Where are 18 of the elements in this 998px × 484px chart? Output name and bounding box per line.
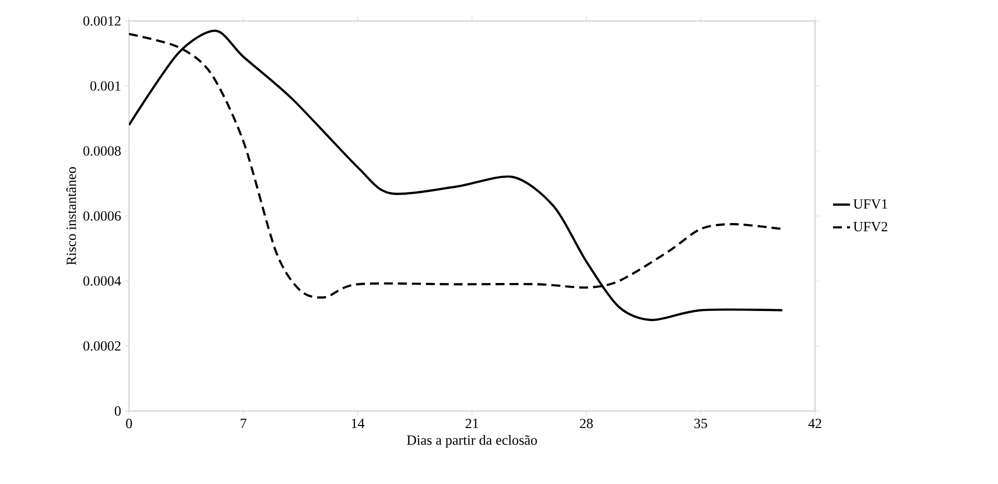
y-tick-label: 0.0006 <box>83 211 121 221</box>
y-tick-label: 0 <box>114 406 121 416</box>
x-tick-label: 7 <box>240 418 246 428</box>
y-tick-label: 0.0004 <box>83 276 122 286</box>
x-tick-label: 21 <box>466 418 478 428</box>
x-tick-label: 28 <box>580 418 593 428</box>
legend-label: UFV1 <box>853 199 888 209</box>
x-axis-title: Dias a partir da eclosão <box>406 435 537 448</box>
x-tick-label: 35 <box>694 418 708 428</box>
y-tick-label: 0.001 <box>90 81 120 91</box>
y-tick-label: 0.0012 <box>83 16 120 26</box>
y-tick-label: 0.0008 <box>83 146 121 156</box>
y-tick-label: 0.0002 <box>83 341 120 351</box>
y-axis-title: Risco instantâneo <box>66 167 76 265</box>
x-tick-label: 0 <box>126 418 132 428</box>
x-tick-label: 14 <box>352 418 364 428</box>
legend-label: UFV2 <box>853 222 888 232</box>
x-tick-label: 42 <box>808 418 822 428</box>
